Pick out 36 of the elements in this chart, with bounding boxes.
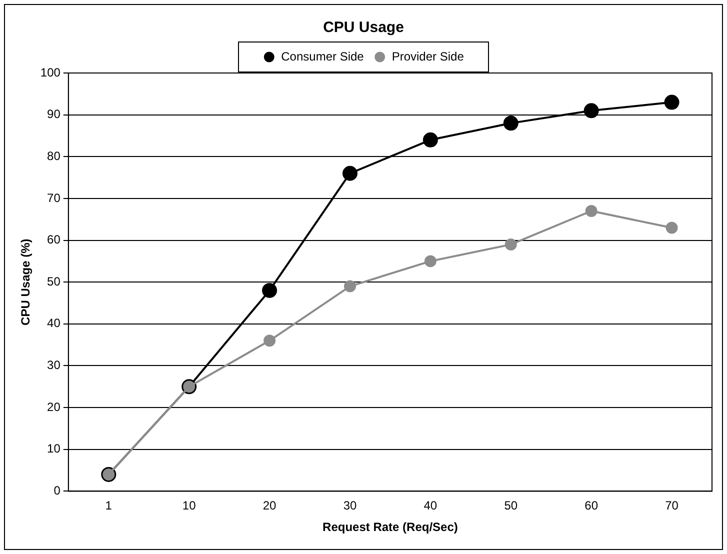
y-tick-label: 100 — [40, 65, 61, 80]
x-tick-label: 1 — [105, 498, 112, 513]
legend-label: Consumer Side — [281, 49, 364, 64]
x-tick-label: 10 — [182, 498, 196, 513]
y-tick-label: 30 — [47, 358, 61, 372]
point — [424, 255, 436, 268]
y-tick-label: 20 — [47, 400, 61, 414]
y-tick-label: 70 — [47, 190, 61, 205]
legend-label: Provider Side — [392, 49, 464, 64]
x-tick-label: 20 — [262, 498, 277, 513]
y-tick-label: 90 — [47, 107, 61, 122]
y-tick-label: 10 — [47, 442, 61, 456]
point — [344, 280, 356, 292]
point — [664, 94, 680, 110]
point — [264, 334, 276, 347]
y-axis-title: CPU Usage (%) — [18, 238, 33, 326]
y-tick-label: 60 — [47, 232, 61, 247]
point — [503, 116, 518, 131]
y-tick-label: 0 — [54, 484, 61, 498]
point — [666, 222, 678, 234]
x-tick-label: 70 — [665, 498, 679, 513]
point — [584, 103, 599, 118]
y-tick-label: 80 — [47, 148, 61, 163]
y-tick-label: 50 — [47, 274, 61, 288]
point — [504, 238, 517, 250]
x-tick-label: 50 — [504, 498, 518, 513]
x-axis-title: Request Rate (Req/Sec) — [322, 520, 458, 534]
x-tick-label: 30 — [343, 498, 357, 513]
x-tick-label: 60 — [584, 498, 598, 513]
point — [585, 205, 598, 218]
y-tick-label: 40 — [47, 316, 61, 330]
point — [422, 132, 438, 148]
point — [262, 282, 278, 298]
chart-title: CPU Usage — [323, 19, 404, 36]
point — [342, 166, 358, 181]
x-tick-label: 40 — [424, 498, 438, 513]
